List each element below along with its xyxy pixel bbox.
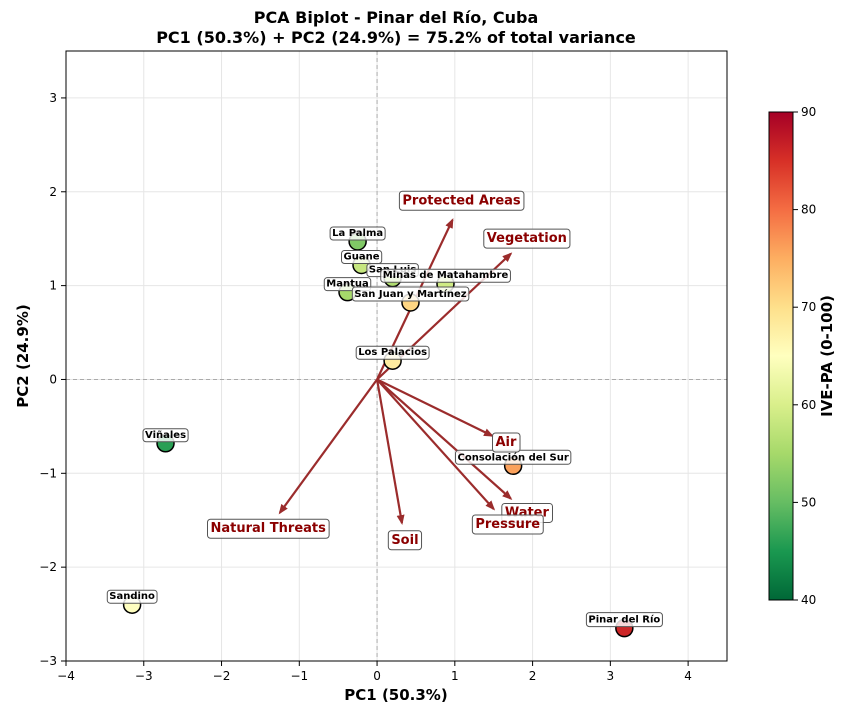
vector-soil-arrow	[375, 379, 405, 526]
point-label-vinales: Viñales	[142, 428, 189, 443]
point-label-pinar-del-rio-box	[585, 612, 663, 628]
point-label-pinar-del-rio-text: Pinar del Río	[588, 614, 660, 626]
vector-label-soil: Soil	[387, 530, 423, 551]
vector-air-arrow	[376, 378, 494, 437]
colorbar-gradient	[768, 111, 794, 601]
vector-label-vegetation-box	[483, 228, 571, 249]
y-axis-label: PC2 (24.9%)	[14, 304, 32, 407]
vector-label-air-box	[491, 432, 521, 453]
colorbar-tick-label: 50	[801, 495, 816, 509]
vector-label-vegetation: Vegetation	[483, 228, 571, 249]
colorbar-label: IVE-PA (0-100)	[818, 295, 836, 417]
point-label-pinar-del-rio: Pinar del Río	[585, 612, 663, 628]
point-label-sandino: Sandino	[106, 589, 158, 604]
vector-label-protected-areas: Protected Areas	[398, 190, 525, 211]
point-label-consolacion-del-sur-text: Consolación del Sur	[458, 451, 569, 463]
vector-water-arrow	[376, 378, 513, 500]
x-tick-label: −1	[290, 669, 308, 683]
y-tick-label: −2	[39, 560, 57, 574]
point-label-san-juan-y-martinez-box	[351, 286, 470, 302]
vector-label-natural-threats-box	[207, 518, 330, 539]
x-tick-label: 4	[684, 669, 692, 683]
vector-label-pressure: Pressure	[471, 514, 544, 535]
vector-labels: Protected AreasVegetationAirWaterPressur…	[207, 190, 571, 551]
colorbar-tick-label: 80	[801, 203, 816, 217]
vector-label-pressure-box	[471, 514, 544, 535]
vector-label-soil-text: Soil	[391, 533, 418, 548]
point-label-vinales-text: Viñales	[145, 430, 186, 441]
y-tick-label: 2	[49, 185, 57, 199]
chart-title: PCA Biplot - Pinar del Río, Cuba	[254, 8, 539, 27]
point-label-guane-text: Guane	[344, 251, 380, 262]
colorbar-tick-label: 90	[801, 105, 816, 119]
point-label-minas-de-matahambre: Minas de Matahambre	[380, 268, 511, 283]
point-label-la-palma-box	[329, 226, 386, 241]
colorbar-ticks: 40 50 60 70 80 90	[793, 105, 816, 607]
point-label-guane: Guane	[341, 249, 383, 264]
point-label-los-palacios: Los Palacios	[355, 345, 430, 360]
vector-label-natural-threats-text: Natural Threats	[211, 521, 327, 536]
y-tick-label: 0	[49, 372, 57, 386]
point-label-los-palacios-text: Los Palacios	[358, 347, 427, 358]
point-label-sandino-text: Sandino	[109, 591, 155, 602]
point-label-guane-box	[341, 249, 383, 264]
point-label-minas-de-matahambre-box	[380, 268, 511, 283]
point-label-minas-de-matahambre-text: Minas de Matahambre	[383, 270, 509, 281]
vector-label-protected-areas-text: Protected Areas	[402, 193, 521, 208]
point-label-vinales-box	[142, 428, 189, 443]
point-label-la-palma: La Palma	[329, 226, 386, 241]
x-tick-label: −2	[213, 669, 231, 683]
y-axis-ticks: −3 −2 −1 0 1 2 3	[39, 91, 66, 668]
x-axis-ticks: −4 −3 −2 −1 0 1 2 3 4	[57, 661, 692, 683]
colorbar-tick-label: 40	[801, 593, 816, 607]
point-label-san-juan-y-martinez-text: San Juan y Martínez	[354, 288, 466, 300]
vector-label-natural-threats: Natural Threats	[207, 518, 330, 539]
point-label-mantua-text: Mantua	[326, 279, 368, 290]
vector-label-protected-areas-box	[398, 190, 525, 211]
chart-subtitle: PC1 (50.3%) + PC2 (24.9%) = 75.2% of tot…	[156, 28, 636, 47]
x-tick-label: 1	[451, 669, 459, 683]
vector-label-pressure-text: Pressure	[475, 517, 540, 532]
y-tick-label: −1	[39, 466, 57, 480]
y-tick-label: 1	[49, 279, 57, 293]
x-tick-label: −3	[135, 669, 153, 683]
vector-pressure-arrow	[376, 378, 496, 511]
vector-label-air-text: Air	[495, 435, 517, 450]
point-label-san-juan-y-martinez: San Juan y Martínez	[351, 286, 470, 302]
point-label-los-palacios-box	[355, 345, 430, 360]
colorbar: 40 50 60 70 80 90 IVE-PA (0-100)	[768, 105, 836, 607]
plot-area-frame	[65, 50, 728, 662]
x-tick-label: 0	[373, 669, 381, 683]
vector-natural-threats-arrow	[278, 378, 378, 515]
x-axis-label: PC1 (50.3%)	[344, 686, 447, 704]
point-label-la-palma-text: La Palma	[332, 228, 383, 239]
y-tick-label: −3	[39, 654, 57, 668]
vector-label-vegetation-text: Vegetation	[487, 231, 567, 246]
x-tick-label: −4	[57, 669, 75, 683]
x-tick-label: 2	[529, 669, 537, 683]
colorbar-tick-label: 60	[801, 398, 816, 412]
y-tick-label: 3	[49, 91, 57, 105]
point-label-sandino-box	[106, 589, 158, 604]
vector-label-soil-box	[387, 530, 423, 551]
colorbar-tick-label: 70	[801, 300, 816, 314]
vector-label-air: Air	[491, 432, 521, 453]
x-tick-label: 3	[607, 669, 615, 683]
